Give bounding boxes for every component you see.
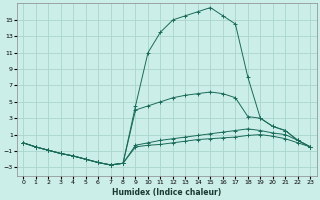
X-axis label: Humidex (Indice chaleur): Humidex (Indice chaleur)	[112, 188, 221, 197]
